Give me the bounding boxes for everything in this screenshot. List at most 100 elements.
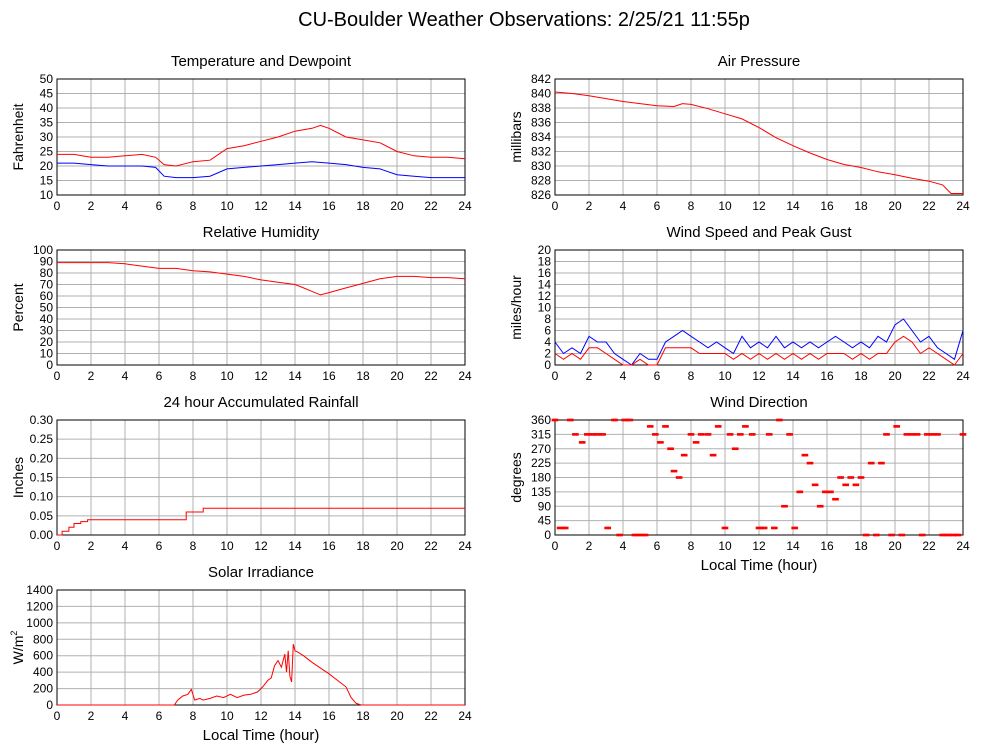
data-point [748, 433, 752, 436]
plot-frame [56, 249, 466, 366]
data-point [813, 483, 817, 487]
data-point [670, 469, 674, 473]
x-tick-label: 2 [586, 199, 593, 213]
data-point [666, 425, 669, 428]
x-tick-label: 12 [254, 709, 268, 723]
data-point [650, 425, 654, 428]
data-point [667, 447, 670, 451]
data-point [798, 490, 802, 494]
y-tick-label: 1200 [26, 599, 53, 613]
data-point [657, 441, 660, 444]
data-point [776, 418, 779, 422]
data-point [872, 533, 876, 537]
y-tick-label: 0.10 [30, 490, 54, 504]
x-tick-label: 10 [718, 199, 732, 213]
data-point [837, 476, 840, 479]
x-tick-label: 12 [752, 199, 766, 213]
x-tick-label: 4 [122, 709, 129, 723]
data-point [832, 497, 835, 501]
x-tick-label: 2 [586, 539, 593, 553]
y-tick-label: 10 [40, 347, 54, 361]
y-axis-label: Percent [10, 283, 26, 331]
y-tick-label: 834 [531, 130, 551, 144]
y-tick-label: 10 [538, 301, 552, 315]
data-point [591, 433, 594, 436]
chart-title: Relative Humidity [203, 224, 320, 241]
data-point [721, 526, 725, 530]
data-point [946, 533, 949, 537]
x-tick-label: 6 [654, 369, 661, 383]
data-point [692, 441, 696, 444]
y-tick-label: 600 [33, 649, 53, 663]
x-tick-label: 22 [424, 369, 438, 383]
x-tick-label: 22 [424, 709, 438, 723]
data-point [878, 461, 881, 465]
x-tick-label: 22 [424, 539, 438, 553]
data-point [633, 533, 637, 537]
data-point [736, 433, 740, 436]
data-point [918, 533, 922, 537]
data-point [757, 526, 761, 530]
x-tick-label: 18 [356, 369, 370, 383]
data-point [623, 418, 626, 422]
x-tick-label: 8 [190, 369, 197, 383]
x-tick-label: 24 [458, 199, 472, 213]
data-point [900, 533, 904, 537]
data-point [630, 418, 634, 422]
data-point [920, 533, 924, 537]
data-point [730, 433, 734, 436]
y-tick-label: 2 [544, 347, 551, 361]
data-point [726, 433, 730, 436]
x-tick-label: 0 [54, 539, 61, 553]
x-tick-label: 22 [922, 539, 936, 553]
data-point [611, 418, 614, 422]
x-tick-label: 24 [458, 539, 472, 553]
y-tick-label: 35 [40, 116, 54, 130]
plot-frame [554, 419, 964, 536]
data-point [816, 504, 820, 508]
y-tick-label: 50 [40, 72, 54, 86]
chart-rh: 0 2 4 6 8 10 12 14 16 18 20 22 240102030405060708090… [10, 224, 472, 383]
data-point [626, 418, 630, 422]
data-point [669, 447, 672, 451]
data-point [716, 425, 720, 428]
data-point [859, 476, 863, 479]
data-point [661, 441, 664, 444]
data-point [677, 476, 681, 479]
data-point [875, 533, 878, 537]
y-tick-label: 200 [33, 682, 53, 696]
data-point [651, 433, 655, 436]
data-point [885, 433, 888, 436]
x-tick-label: 6 [156, 199, 163, 213]
data-point [654, 433, 657, 436]
data-point [565, 526, 569, 530]
x-tick-label: 0 [552, 199, 559, 213]
series-line-0 [57, 124, 466, 167]
data-point [882, 461, 885, 465]
x-tick-label: 2 [88, 369, 95, 383]
data-point [854, 483, 858, 487]
y-axis-label-superscript: 2 [9, 631, 19, 636]
data-point [725, 526, 729, 530]
data-point [941, 533, 944, 537]
data-point [861, 476, 865, 479]
y-tick-label: 270 [531, 442, 551, 456]
x-tick-label: 6 [654, 199, 661, 213]
y-tick-label: 0 [544, 358, 551, 372]
chart-title: Wind Direction [710, 394, 808, 411]
x-tick-label: 20 [888, 539, 902, 553]
data-point [939, 533, 942, 537]
data-point [731, 447, 735, 451]
y-tick-label: 30 [40, 130, 54, 144]
data-point [599, 433, 602, 436]
y-tick-label: 100 [33, 243, 53, 257]
x-tick-label: 22 [922, 199, 936, 213]
x-tick-label: 2 [88, 709, 95, 723]
data-point [572, 433, 575, 436]
data-point [708, 433, 712, 436]
y-tick-label: 0.30 [30, 413, 54, 427]
x-tick-label: 24 [956, 539, 970, 553]
data-point [818, 504, 822, 508]
data-point [755, 526, 759, 530]
y-axis-label: Inches [10, 457, 26, 498]
